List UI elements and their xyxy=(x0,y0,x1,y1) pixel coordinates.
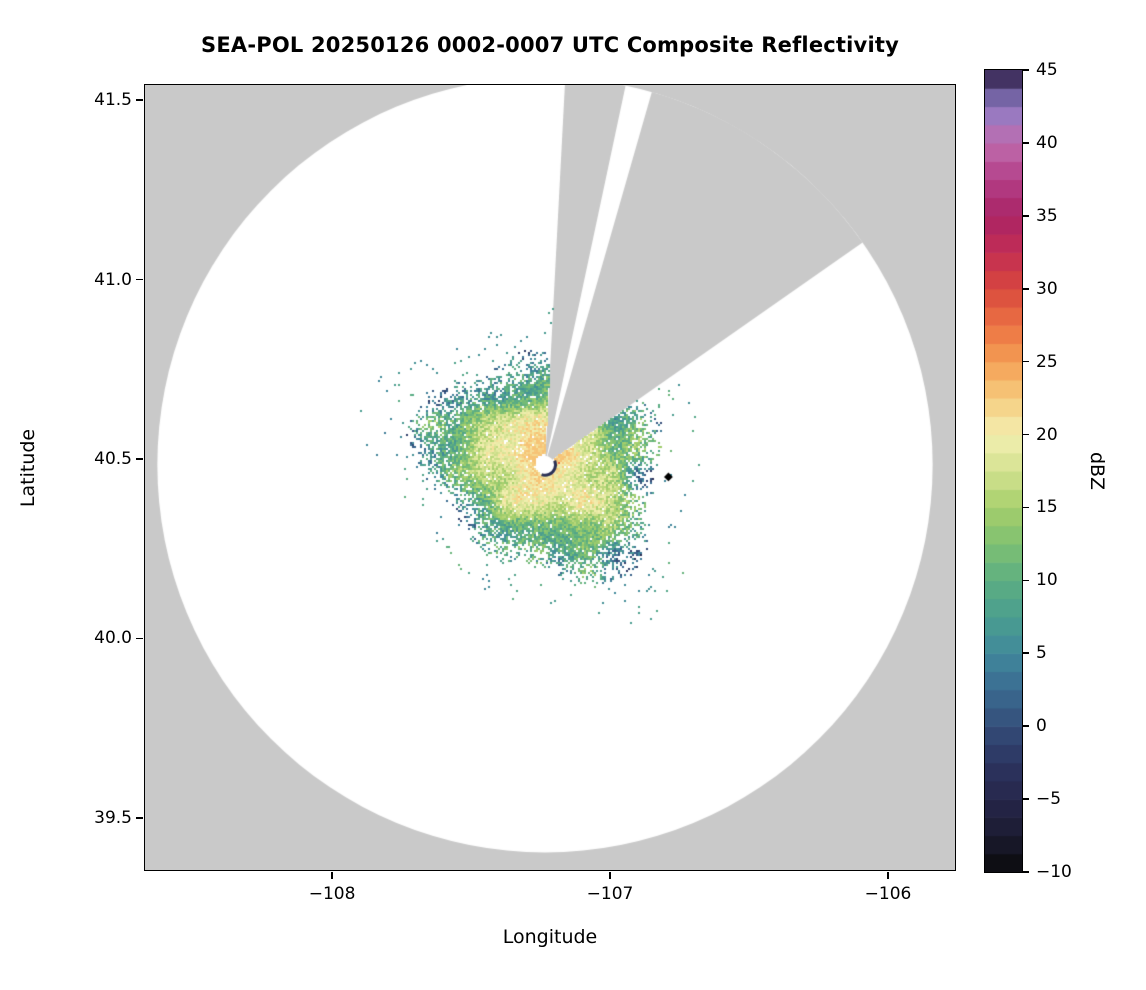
x-tick-mark xyxy=(887,871,889,879)
colorbar-tick-label: 10 xyxy=(1036,570,1058,591)
colorbar-tick-mark xyxy=(1023,215,1030,217)
colorbar-tick-label: 30 xyxy=(1036,278,1058,299)
colorbar-tick-mark xyxy=(1023,360,1030,363)
colorbar-tick-mark xyxy=(1023,652,1030,655)
colorbar-tick-mark xyxy=(1023,506,1030,509)
colorbar-tick-label: 40 xyxy=(1036,132,1058,153)
colorbar-tick-label: 35 xyxy=(1036,205,1058,226)
colorbar-tick-label: 15 xyxy=(1036,497,1058,518)
y-tick-mark xyxy=(136,817,144,819)
colorbar-tick-label: −5 xyxy=(1036,789,1062,810)
chart-title: SEA-POL 20250126 0002-0007 UTC Composite… xyxy=(201,33,899,57)
x-tick-mark xyxy=(609,871,611,879)
y-axis-label: Latitude xyxy=(17,428,39,508)
colorbar-tick-mark xyxy=(1023,798,1030,800)
colorbar-tick-label: 45 xyxy=(1036,60,1058,80)
colorbar-tick-mark xyxy=(1023,725,1030,727)
colorbar-tick-mark xyxy=(1023,287,1030,290)
colorbar-gradient-canvas xyxy=(984,69,1023,873)
y-tick-mark xyxy=(136,99,144,101)
colorbar-tick-label: 0 xyxy=(1036,716,1047,737)
x-axis-label: Longitude xyxy=(502,926,598,948)
y-tick-label: 40.5 xyxy=(94,449,132,469)
x-tick-label: −108 xyxy=(308,884,356,904)
x-tick-label: −106 xyxy=(864,884,912,904)
y-tick-mark xyxy=(136,637,144,640)
x-tick-label: −107 xyxy=(586,884,634,904)
colorbar-tick-mark xyxy=(1023,871,1030,873)
colorbar-tick-mark xyxy=(1023,142,1030,144)
colorbar-tick-mark xyxy=(1023,579,1030,582)
y-tick-label: 41.5 xyxy=(94,90,132,111)
y-tick-label: 39.5 xyxy=(94,807,132,828)
colorbar-tick-label: 20 xyxy=(1036,424,1058,445)
colorbar-tick-mark xyxy=(1023,433,1030,436)
y-tick-label: 41.0 xyxy=(94,269,132,290)
y-tick-label: 40.0 xyxy=(94,628,132,649)
colorbar-tick-label: 25 xyxy=(1036,351,1058,372)
x-tick-mark xyxy=(331,871,333,879)
colorbar-tick-label: 5 xyxy=(1036,643,1047,664)
colorbar-tick-mark xyxy=(1023,69,1030,71)
y-tick-mark xyxy=(136,278,144,281)
y-tick-mark xyxy=(136,458,144,460)
radar-map-canvas xyxy=(144,84,956,871)
colorbar-label: dBZ xyxy=(1086,451,1108,491)
colorbar-tick-label: −10 xyxy=(1036,862,1072,882)
